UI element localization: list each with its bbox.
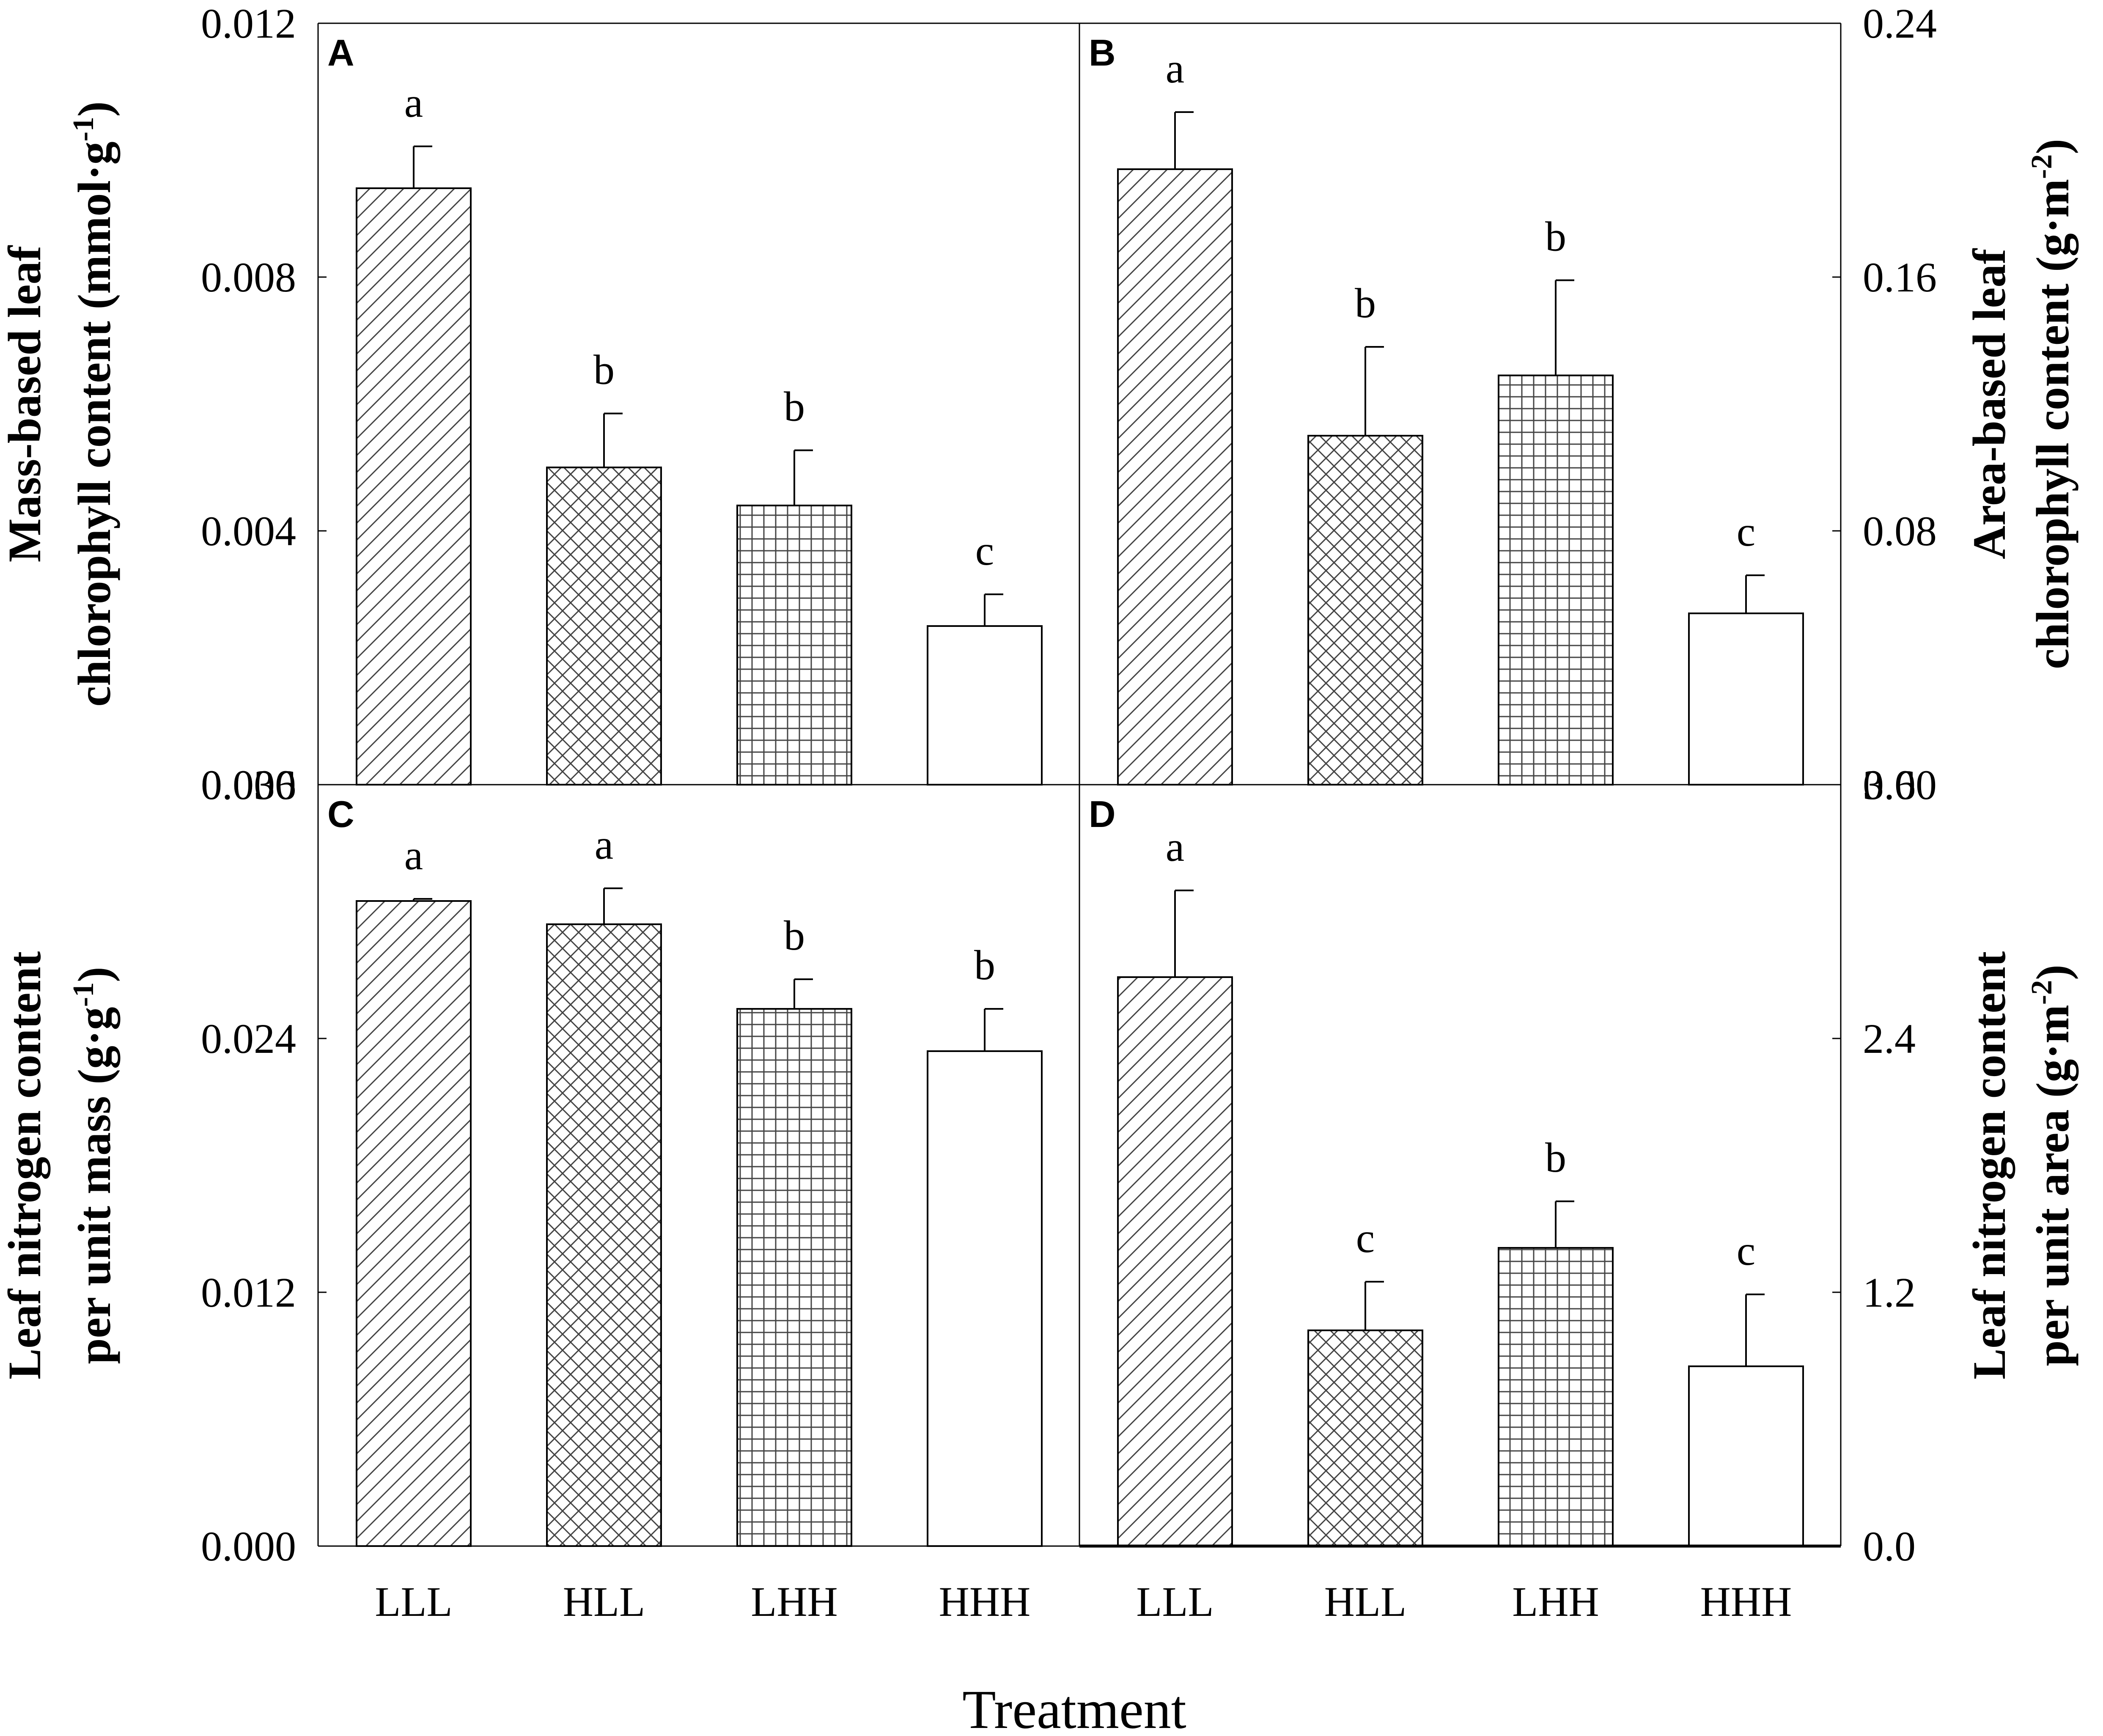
y-tick-label: 0.0: [1863, 1523, 1916, 1570]
y-tick-label: 0.000: [201, 1523, 296, 1570]
bar-hhh: [1688, 613, 1804, 786]
category-label-hll: HLL: [1324, 1578, 1406, 1625]
bar-hhh: [927, 625, 1043, 786]
significance-letter-hll: c: [1356, 1214, 1375, 1261]
x-axis-title: Treatment: [962, 1679, 1186, 1736]
y-tick-label: 0.024: [201, 1015, 296, 1062]
y-tick-label: 3.6: [1863, 761, 1916, 808]
y-tick-label: 0.08: [1863, 508, 1937, 555]
bar-lhh: [1498, 374, 1614, 786]
panel-letter: D: [1089, 793, 1116, 835]
panels-layer: Aa b b c 0.000 0.004 0.008 0.012 Mass-based leaf…: [0, 0, 2078, 1625]
y-axis-title-superscript: -1: [67, 117, 100, 141]
y-tick-label: 0.008: [201, 254, 296, 301]
significance-letter-lhh: b: [1545, 1134, 1566, 1181]
y-axis-title-close: ): [2027, 964, 2078, 980]
category-label-lhh: LHH: [1512, 1578, 1599, 1625]
frame-layer: [317, 22, 1842, 1548]
category-label-hhh: HHH: [939, 1578, 1031, 1625]
significance-letter-hhh: c: [1737, 508, 1755, 555]
y-tick-label: 0.16: [1863, 254, 1937, 301]
category-label-lll: LLL: [375, 1578, 452, 1625]
y-axis-title-line2: per unit area (g·m-2): [2026, 964, 2078, 1366]
y-axis-title-superscript: -1: [67, 982, 100, 1007]
panel-c: Ca a b b 0.000 0.012 0.024 0.036 LLL HLL LHH HHH Lea…: [0, 761, 1043, 1625]
y-tick-label: 2.4: [1863, 1015, 1916, 1062]
y-axis-title-line1: Mass-based leaf: [0, 245, 50, 562]
y-axis-title-close: ): [2027, 139, 2078, 154]
significance-letter-lhh: b: [1545, 213, 1566, 260]
panel-letter: B: [1089, 32, 1116, 74]
significance-letter-hhh: c: [1737, 1227, 1755, 1274]
bar-hhh: [1688, 1365, 1804, 1547]
significance-letter-hll: b: [1355, 280, 1376, 327]
significance-letter-hhh: b: [974, 942, 995, 989]
category-label-hhh: HHH: [1700, 1578, 1792, 1625]
bar-hll: [546, 467, 662, 786]
bar-lhh: [1498, 1247, 1614, 1547]
bar-hll: [1307, 1329, 1423, 1547]
y-tick-label: 0.004: [201, 508, 296, 555]
y-tick-label: 0.012: [201, 0, 296, 47]
panel-d: Da c b c 0.0 1.2 2.4 3.6 LLL HLL LHH HHH Leaf nitrog…: [1089, 761, 2078, 1625]
y-axis-title-line2: chlorophyll content (mmol·g-1): [67, 101, 120, 706]
y-tick-label: 0.012: [201, 1269, 296, 1316]
significance-letter-hll: b: [593, 346, 615, 393]
category-label-lhh: LHH: [751, 1578, 838, 1625]
y-tick-label: 0.036: [201, 761, 296, 808]
y-axis-title-close: ): [69, 967, 120, 982]
bar-hhh: [927, 1050, 1043, 1547]
significance-letter-lhh: b: [784, 912, 805, 959]
panel-a: Aa b b c 0.000 0.004 0.008 0.012 Mass-based leaf…: [0, 0, 1043, 808]
y-axis-title-line1: Leaf nitrogen content: [1963, 951, 2015, 1379]
y-tick-label: 0.000: [201, 761, 296, 808]
bar-hll: [546, 923, 662, 1547]
significance-letter-hll: a: [595, 821, 613, 868]
y-tick-label: 1.2: [1863, 1269, 1916, 1316]
y-axis-title-superscript: -2: [2026, 980, 2058, 1005]
panel-letter: A: [327, 32, 354, 74]
significance-letter-lll: a: [1166, 823, 1184, 870]
y-axis-title-line1: Area-based leaf: [1963, 248, 2015, 560]
significance-letter-lll: a: [404, 832, 423, 879]
y-axis-title-close: ): [69, 101, 120, 117]
bar-hll: [1307, 435, 1423, 786]
y-axis-title-superscript: -2: [2026, 154, 2058, 179]
y-axis-title-line2: chlorophyll content (g·m-2): [2026, 139, 2078, 669]
category-label-lll: LLL: [1136, 1578, 1213, 1625]
bar-lhh: [736, 1008, 852, 1547]
bar-lll: [356, 187, 472, 786]
significance-letter-lhh: b: [784, 383, 805, 430]
y-axis-title-line1: Leaf nitrogen content: [0, 951, 50, 1379]
category-label-hll: HLL: [563, 1578, 645, 1625]
significance-letter-lll: a: [1166, 45, 1184, 92]
bar-lhh: [736, 505, 852, 786]
y-tick-label: 0.00: [1863, 761, 1937, 808]
bar-lll: [1117, 168, 1233, 786]
bar-lll: [1117, 976, 1233, 1547]
significance-letter-hhh: c: [975, 527, 994, 574]
bar-lll: [356, 900, 472, 1547]
significance-letter-lll: a: [404, 79, 423, 126]
y-tick-label: 0.24: [1863, 0, 1937, 47]
y-axis-title-line2: per unit mass (g·g-1): [67, 967, 120, 1364]
panel-letter: C: [327, 793, 354, 835]
